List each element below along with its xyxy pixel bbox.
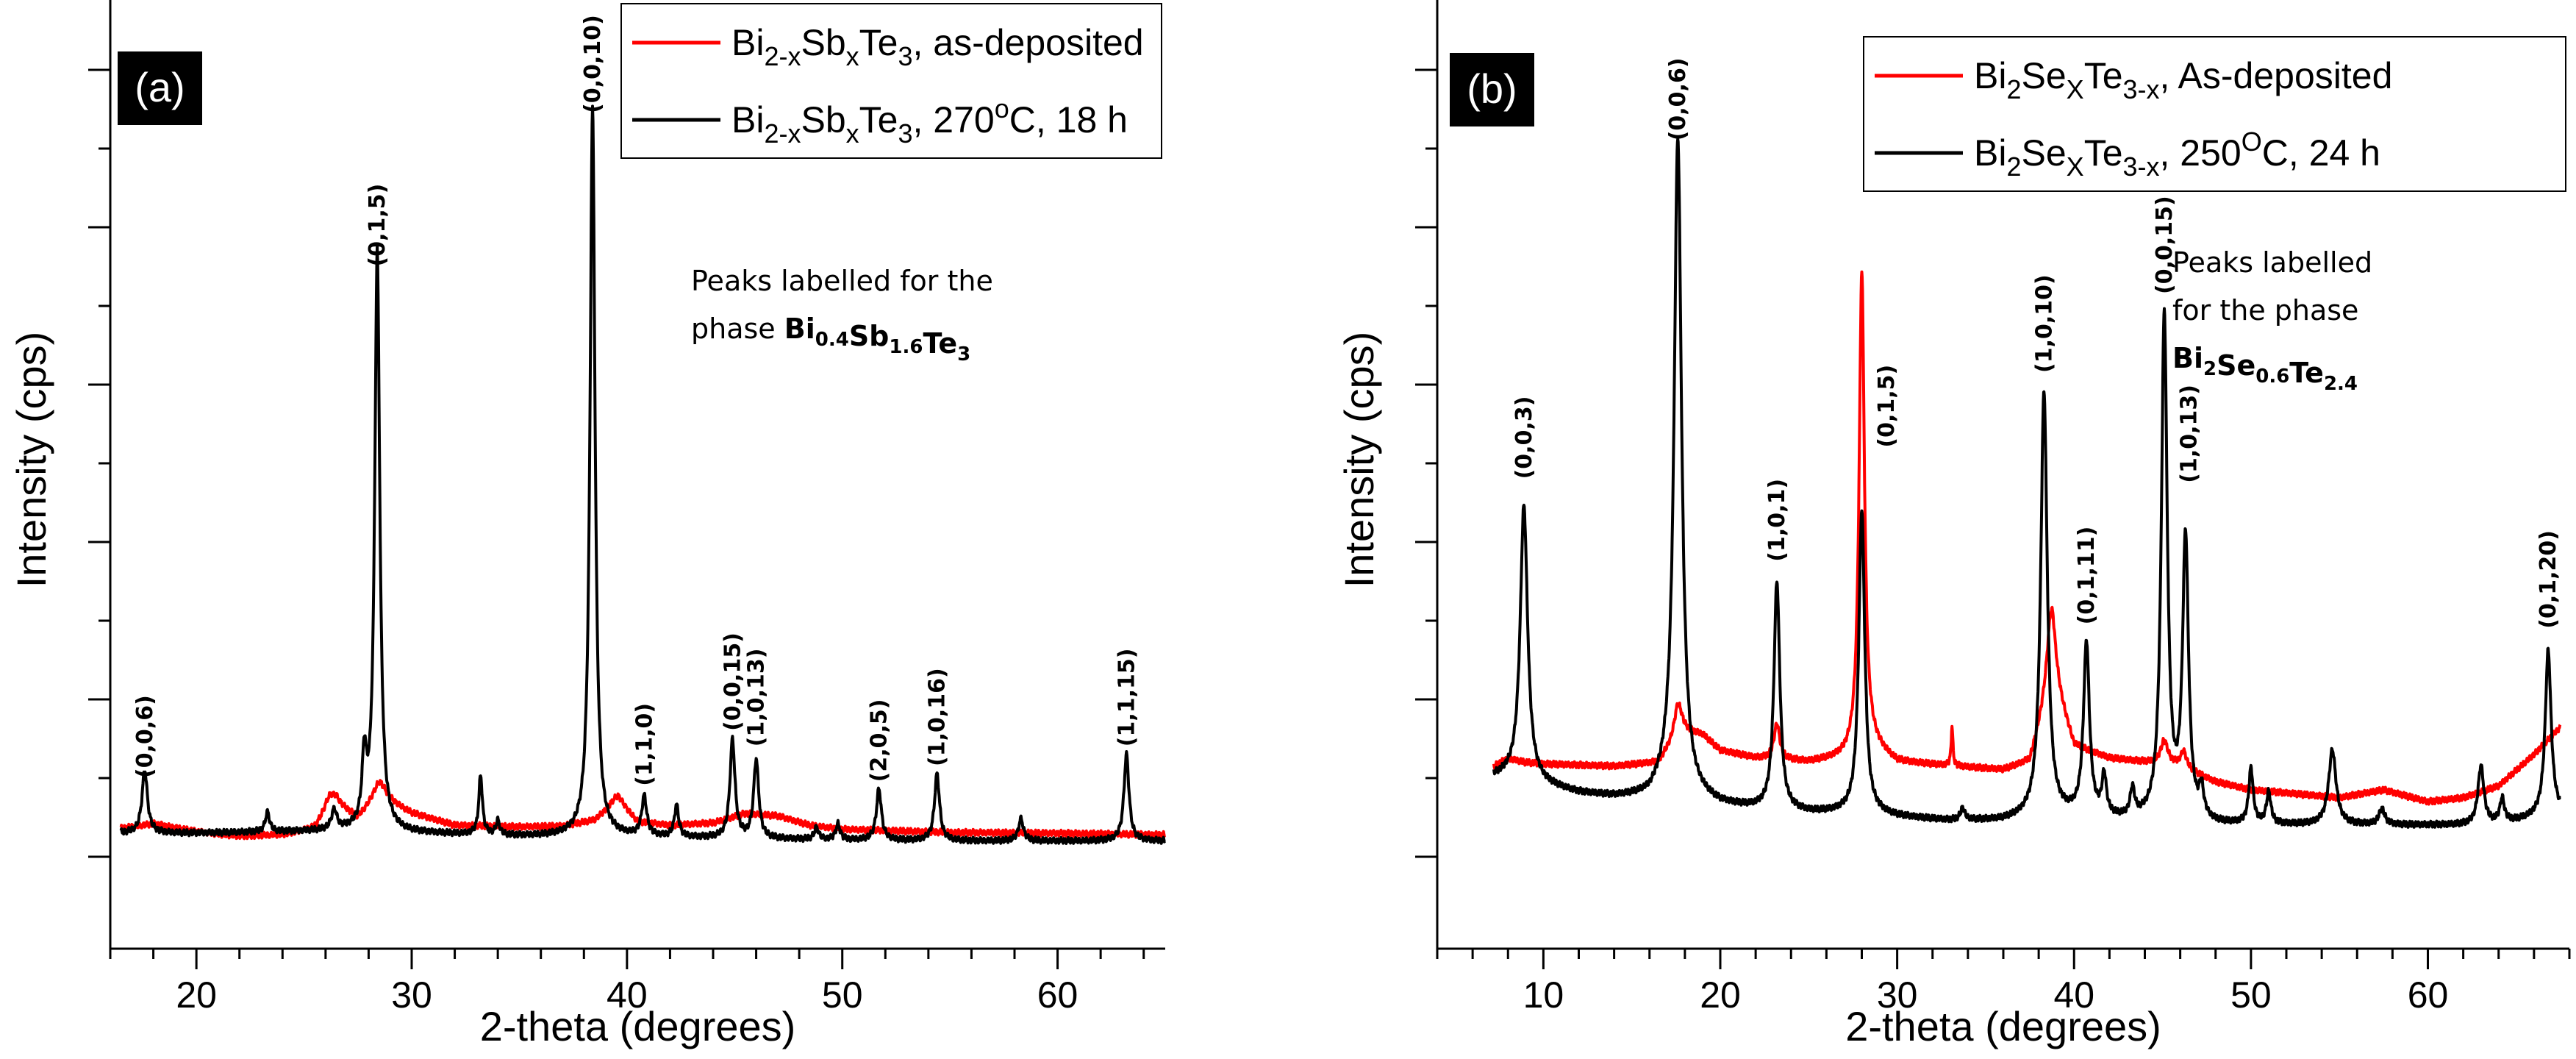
peak-label: (0,1,5) [365, 184, 390, 267]
peak-label: (0,0,10) [580, 15, 606, 113]
annotation-line-1: Peaks labelled [2172, 246, 2372, 279]
peak-label: (0,0,15) [720, 632, 745, 731]
legend-entry: Bi2-xSbxTe3, 270oC, 18 h [731, 93, 1128, 149]
x-tick-label: 30 [391, 974, 432, 1016]
x-tick-label: 10 [1523, 974, 1564, 1016]
x-tick-label: 50 [2230, 974, 2272, 1016]
series-line-as-deposited [1492, 270, 2562, 806]
peak-label: (0,0,6) [1665, 57, 1691, 140]
panel-tag-label: (a) [135, 64, 185, 110]
series-line-annealed [119, 104, 1166, 845]
legend-entry: Bi2-xSbxTe3, as-deposited [731, 22, 1144, 71]
peak-label: (1,0,10) [2031, 274, 2057, 373]
legend-box [1863, 36, 2566, 192]
peak-label: (2,0,5) [867, 699, 892, 782]
y-axis-title: Intensity (cps) [1336, 332, 1382, 588]
x-tick-label: 60 [1037, 974, 1078, 1016]
peak-label: (0,0,15) [2152, 196, 2178, 294]
peak-label: (0,0,6) [132, 695, 158, 778]
x-tick-label: 40 [2053, 974, 2094, 1016]
panel-tag-label: (b) [1467, 65, 1517, 112]
panel-b: 10 20 30 40 50 60 2-theta (degrees) Intensity (… [1336, 0, 2571, 1049]
x-tick-label: 60 [2408, 974, 2449, 1016]
x-tick-label: 40 [607, 974, 648, 1016]
panel-tag-box [118, 51, 202, 125]
peak-label: (1,1,0) [632, 703, 657, 786]
peak-label: (0,1,11) [2074, 527, 2100, 625]
x-tick-label: 20 [1700, 974, 1741, 1016]
x-axis-title: 2-theta (degrees) [1845, 1003, 2161, 1049]
y-axis-title: Intensity (cps) [8, 332, 54, 588]
x-axis-title: 2-theta (degrees) [480, 1003, 796, 1049]
x-tick-label: 50 [822, 974, 863, 1016]
legend-entry: Bi2SeXTe3-x, 250OC, 24 h [1974, 126, 2380, 182]
panel-tag-box [1450, 53, 1534, 126]
legend-box [620, 3, 1162, 159]
peak-label: (1,1,15) [1114, 648, 1139, 746]
annotation-line-2: for the phase [2172, 294, 2358, 327]
peak-label: (1,0,16) [925, 668, 951, 766]
peak-label: (0,1,20) [2536, 530, 2561, 629]
annotation-formula: Bi2Se0.6Te2.4 [2172, 342, 2358, 395]
x-tick-label: 30 [1877, 974, 1918, 1016]
peak-label: (1,0,13) [2177, 385, 2203, 483]
x-tick-label: 20 [176, 974, 217, 1016]
legend-entry: Bi2SeXTe3-x, As-deposited [1974, 55, 2392, 104]
annotation-line-1: Peaks labelled for the [691, 265, 993, 297]
peak-label: (1,0,13) [744, 648, 770, 746]
panel-a: 20 30 40 50 60 2-theta (degrees) Intensity (cp… [8, 0, 1167, 1049]
peak-label: (0,0,3) [1511, 396, 1537, 479]
annotation-line-2: phase Bi0.4Sb1.6Te3 [691, 313, 970, 366]
peak-label: (1,0,1) [1764, 479, 1790, 562]
peak-label: (0,1,5) [1874, 365, 1900, 448]
series-line-annealed [1492, 138, 2561, 829]
